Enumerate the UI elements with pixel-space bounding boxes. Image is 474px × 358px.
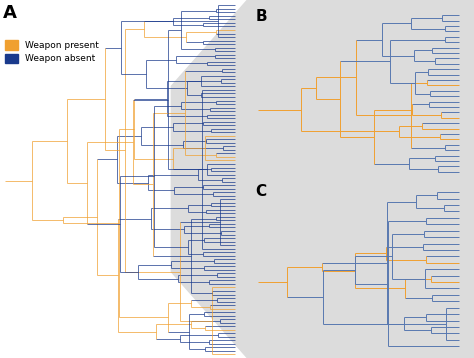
Text: B: B: [256, 9, 267, 24]
Text: A: A: [2, 4, 16, 21]
Legend: Weapon present, Weapon absent: Weapon present, Weapon absent: [5, 40, 99, 63]
Text: C: C: [256, 184, 267, 199]
